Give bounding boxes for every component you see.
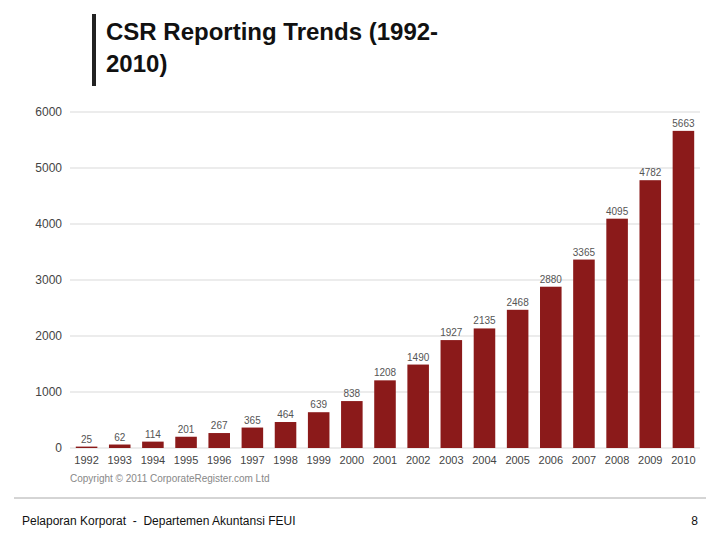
data-label: 25 — [81, 434, 93, 445]
grid-line — [70, 168, 700, 169]
bar — [76, 447, 98, 448]
bar — [407, 365, 429, 448]
grid-line — [70, 112, 700, 113]
bar — [441, 340, 463, 448]
data-label: 838 — [343, 388, 360, 399]
data-label: 114 — [145, 429, 161, 440]
x-tick-label: 2009 — [638, 454, 662, 466]
data-label: 2880 — [540, 274, 563, 285]
data-label: 4095 — [606, 206, 629, 217]
data-label: 3365 — [573, 247, 596, 258]
title: CSR Reporting Trends (1992- — [106, 18, 438, 45]
bar — [242, 428, 264, 448]
x-tick-label: 2010 — [671, 454, 695, 466]
bar — [208, 433, 230, 448]
data-label: 4782 — [639, 167, 662, 178]
y-tick-label: 3000 — [35, 273, 62, 287]
x-tick-label: 2002 — [406, 454, 430, 466]
bar — [507, 310, 529, 448]
bar — [639, 180, 661, 448]
data-label: 267 — [211, 420, 228, 431]
data-label: 2468 — [507, 297, 530, 308]
bar — [109, 445, 131, 448]
x-tick-label: 2003 — [439, 454, 463, 466]
footer-separator — [14, 498, 706, 499]
data-label: 365 — [244, 415, 261, 426]
bar — [175, 437, 197, 448]
x-tick-label: 2006 — [539, 454, 563, 466]
data-label: 201 — [178, 424, 195, 435]
title: 2010) — [106, 50, 167, 77]
bar — [573, 260, 595, 448]
footer-right: 8 — [691, 514, 698, 528]
x-tick-label: 2000 — [340, 454, 364, 466]
x-tick-label: 1997 — [240, 454, 264, 466]
bars — [76, 131, 694, 448]
y-tick-label: 0 — [55, 441, 62, 455]
x-tick-label: 1996 — [207, 454, 231, 466]
bar — [142, 442, 164, 448]
x-tick-label: 2004 — [472, 454, 496, 466]
grid-line — [70, 336, 700, 337]
data-label: 464 — [277, 409, 294, 420]
bar — [308, 412, 330, 448]
grid-line — [70, 224, 700, 225]
bar — [341, 401, 363, 448]
bar — [606, 219, 628, 448]
bar — [673, 131, 695, 448]
data-label: 5663 — [672, 118, 695, 129]
y-tick-label: 2000 — [35, 329, 62, 343]
x-tick-label: 1999 — [306, 454, 330, 466]
y-tick-label: 4000 — [35, 217, 62, 231]
bar — [374, 380, 396, 448]
bar — [275, 422, 297, 448]
grid — [70, 112, 700, 448]
grid-line — [70, 280, 700, 281]
data-label: 1208 — [374, 367, 397, 378]
x-tick-label: 1993 — [107, 454, 131, 466]
x-tick-label: 1994 — [141, 454, 165, 466]
x-tick-label: 2005 — [505, 454, 529, 466]
data-label: 1490 — [407, 352, 430, 363]
x-tick-label: 2007 — [572, 454, 596, 466]
y-tick-label: 5000 — [35, 161, 62, 175]
x-tick-label: 1992 — [74, 454, 98, 466]
copyright: Copyright © 2011 CorporateRegister.com L… — [70, 473, 270, 484]
bar — [540, 287, 562, 448]
x-tick-label: 1995 — [174, 454, 198, 466]
data-label: 639 — [310, 399, 327, 410]
x-tick-label: 1998 — [273, 454, 297, 466]
x-tick-label: 2001 — [373, 454, 397, 466]
y-tick-label: 6000 — [35, 105, 62, 119]
y-tick-label: 1000 — [35, 385, 62, 399]
chart: CSR Reporting Trends (1992- 2010) 0 1000 200… — [0, 0, 720, 540]
footer-left: Pelaporan Korporat - Departemen Akuntans… — [22, 514, 295, 528]
x-tick-label: 2008 — [605, 454, 629, 466]
data-label: 62 — [114, 432, 126, 443]
data-label: 2135 — [473, 315, 496, 326]
bar — [474, 328, 496, 448]
data-label: 1927 — [440, 327, 463, 338]
title-bar — [92, 14, 96, 86]
